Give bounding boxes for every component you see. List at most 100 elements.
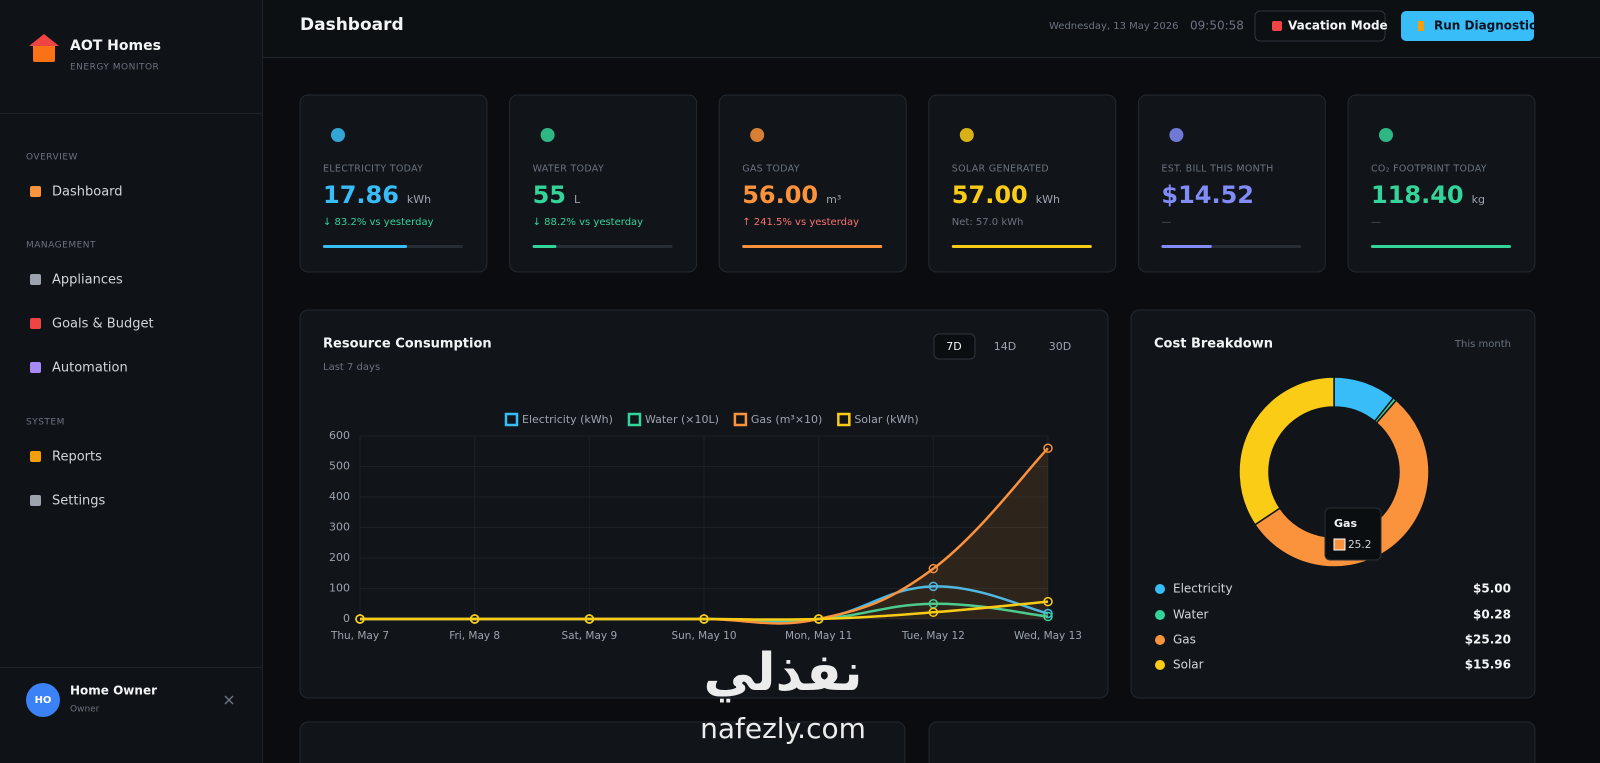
tooltip (1324, 507, 1382, 561)
legend-swatch (504, 412, 519, 427)
legend-dot (1155, 584, 1165, 594)
chart-card (928, 721, 1536, 763)
chart-card (299, 721, 906, 763)
area (360, 448, 1048, 624)
legend-label: Water (×10L) (645, 413, 719, 426)
nav-item[interactable]: Settings (52, 494, 106, 509)
nav-item[interactable]: Goals & Budget (52, 317, 154, 332)
stat-card (509, 94, 698, 273)
data-point (1043, 596, 1053, 607)
legend-label: Solar (1173, 658, 1204, 672)
card-note: ↓ 88.2% vs yesterday (533, 217, 644, 228)
legend-label: Water (1173, 608, 1209, 622)
card-note: ↓ 83.2% vs yesterday (323, 217, 434, 228)
card-note: Net: 57.0 kWh (952, 217, 1024, 228)
card-label: SOLAR GENERATED (952, 164, 1049, 175)
legend-label: Solar (kWh) (854, 413, 918, 426)
tooltip-value: 25.2 (1348, 539, 1371, 551)
button[interactable] (1401, 11, 1534, 41)
range-button[interactable]: 14D (994, 340, 1016, 353)
range-button-active (933, 333, 976, 360)
x-tick-label: Fri, May 8 (449, 630, 500, 642)
donut-segment (1253, 399, 1430, 568)
y-tick-label: 600 (329, 429, 350, 442)
card-icon (959, 128, 974, 142)
legend-label: Electricity (1173, 582, 1233, 596)
progress-track (532, 245, 673, 248)
legend-label: Electricity (kWh) (522, 413, 613, 426)
brand-roof (29, 34, 59, 46)
nav-item[interactable]: Automation (52, 361, 128, 376)
chart-subtitle: Last 7 days (323, 362, 380, 373)
card-value: 17.86 (323, 181, 399, 209)
x-tick-label: Tue, May 12 (901, 630, 965, 642)
data-point (584, 614, 595, 624)
data-point (1043, 443, 1053, 453)
tooltip-title: Gas (1334, 517, 1357, 530)
chart-card (1130, 309, 1536, 699)
legend-dot (1155, 635, 1165, 645)
page-title: Dashboard (300, 15, 404, 35)
card-icon (1169, 128, 1184, 142)
card-icon (1379, 128, 1393, 142)
data-point (928, 563, 939, 574)
range-button[interactable]: 7D (946, 340, 961, 353)
nav-item[interactable]: Dashboard (52, 185, 123, 200)
y-tick-label: 300 (329, 521, 350, 534)
card-label: EST. BILL THIS MONTH (1161, 164, 1273, 175)
stat-card (299, 94, 488, 273)
chart-title: Cost Breakdown (1154, 337, 1273, 352)
watermark-latin: nafezly.com (700, 712, 866, 745)
nav-item[interactable]: Reports (52, 450, 102, 465)
legend-swatch (837, 412, 851, 427)
data-point (355, 614, 365, 624)
y-tick-label: 100 (329, 582, 350, 595)
range-button[interactable]: 30D (1049, 340, 1071, 353)
button-icon (1418, 21, 1424, 31)
progress-fill (742, 245, 883, 248)
chart-subtitle: This month (1454, 339, 1511, 350)
progress-fill (1161, 245, 1212, 248)
card-note: — (1371, 217, 1381, 228)
user-role: Owner (70, 705, 100, 715)
close-icon[interactable] (224, 695, 234, 705)
data-point (928, 581, 939, 592)
card-unit: m³ (826, 193, 841, 206)
x-tick-label: Mon, May 11 (785, 630, 852, 642)
progress-fill (1371, 245, 1511, 248)
nav-icon (30, 318, 41, 329)
section-heading: MANAGEMENT (26, 241, 96, 251)
series-line (360, 600, 1049, 621)
y-tick-label: 500 (329, 460, 350, 473)
data-point (1043, 611, 1053, 622)
stat-card (928, 94, 1117, 273)
x-tick-label: Wed, May 13 (1014, 630, 1082, 642)
tooltip-swatch (1333, 538, 1346, 551)
data-point (1043, 608, 1053, 619)
legend-swatch (627, 412, 642, 427)
card-value: $14.52 (1161, 181, 1254, 209)
legend-swatch (733, 412, 748, 427)
legend-dot (1155, 660, 1165, 670)
card-value: 57.00 (952, 181, 1028, 209)
brand-tagline: ENERGY MONITOR (70, 63, 159, 73)
x-tick-label: Sun, May 10 (671, 630, 736, 642)
card-value: 56.00 (742, 181, 818, 209)
legend-label: Gas (m³×10) (751, 413, 822, 426)
data-point (813, 614, 824, 624)
watermark-arabic: نفذلي (703, 643, 862, 703)
nav-item[interactable]: Appliances (52, 273, 123, 288)
stat-card (1347, 94, 1536, 273)
button[interactable] (1254, 10, 1386, 42)
button-label[interactable]: Vacation Mode (1288, 19, 1388, 33)
x-tick-label: Thu, May 7 (330, 630, 389, 642)
card-value: 118.40 (1371, 181, 1464, 209)
legend-value: $0.28 (1473, 608, 1511, 622)
button-label[interactable]: Run Diagnostic (1434, 19, 1536, 33)
stat-card (1137, 94, 1326, 273)
card-unit: L (574, 193, 581, 206)
card-note: ↑ 241.5% vs yesterday (742, 217, 859, 228)
card-label: GAS TODAY (742, 164, 800, 175)
